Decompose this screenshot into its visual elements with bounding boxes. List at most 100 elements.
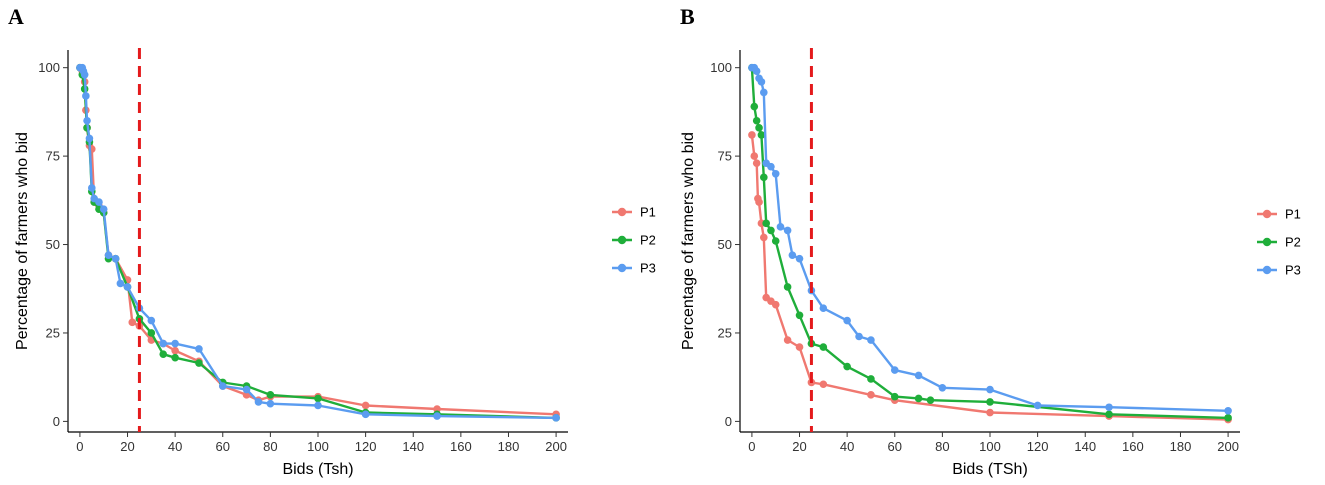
chart-0-y-tick-label: 50 <box>46 237 60 252</box>
chart-0-series-p2-point <box>266 391 275 399</box>
chart-0-series-p2-point <box>147 329 156 337</box>
chart-1-x-tick-label: 60 <box>888 439 902 454</box>
chart-0-series-p3-point <box>552 414 560 422</box>
chart-1-series-p2-point <box>752 116 761 125</box>
chart-0-series-p2-point <box>171 353 179 362</box>
chart-0-series-p3-point <box>123 283 132 291</box>
chart-0-series-p3-point <box>85 134 94 143</box>
chart-1-series-p2-point <box>750 102 759 111</box>
chart-1-series-p2-point <box>767 226 775 235</box>
chart-1-series-p2-point <box>914 394 923 403</box>
chart-1-series-p3-point <box>752 67 761 76</box>
chart-0-y-axis-title: Percentage of farmers who bid <box>14 132 31 350</box>
chart-1-series-p3-point <box>890 366 899 374</box>
panel-a: A 0 20 40 60 80 100 120 140 160 180 200 0 25 50 75 100 Bi… <box>8 4 656 478</box>
chart-1-x-tick-label: 0 <box>748 439 755 454</box>
chart-1-series-p2-point <box>755 124 763 132</box>
chart-0-series-p3-point <box>266 399 275 408</box>
chart-0-series-p3-point <box>254 398 263 406</box>
chart-1-series-p1-point <box>760 233 768 242</box>
chart-1-series-p2-point <box>819 343 828 351</box>
chart-0-series-p2-line <box>78 67 557 420</box>
chart-0-legend-marker-p2 <box>617 235 627 245</box>
chart-1-y-tick-label: 25 <box>718 325 732 340</box>
chart-0-y-tick-label: 75 <box>46 149 60 164</box>
chart-0-series-p3-line <box>79 66 557 420</box>
chart-1-x-tick-label: 80 <box>935 439 949 454</box>
chart-1-series-p3-point <box>776 223 785 231</box>
chart-1-x-tick-label: 160 <box>1122 439 1144 454</box>
chart-1-legend-marker-p3 <box>1262 265 1272 275</box>
chart-1-series-p1-point <box>986 408 994 417</box>
chart-1-series-p2-line <box>750 67 1229 420</box>
chart-1-series-p3-point <box>1224 406 1232 415</box>
chart-1-x-tick-label: 120 <box>1027 439 1049 454</box>
chart-0-legend-label-p2: P2 <box>640 233 656 248</box>
chart-1-x-tick-label: 100 <box>979 439 1001 454</box>
chart-1-series-p2-point <box>760 173 768 182</box>
chart-0-series-p1-point <box>128 318 137 327</box>
chart-1-series-p3-point <box>783 226 792 235</box>
chart-1-series-p3-point <box>938 383 947 392</box>
chart-1-series-p3-point <box>760 88 768 97</box>
chart-1-series-p3-point <box>788 251 797 259</box>
chart-1-series-p3-point <box>914 371 923 380</box>
chart-1-series-p3-point <box>843 316 851 325</box>
chart-0-series-p3-point <box>95 198 103 206</box>
chart-1-x-tick-label: 200 <box>1217 439 1239 454</box>
chart-0-x-tick-label: 100 <box>307 439 329 454</box>
chart-0-series-p3-point <box>82 92 90 100</box>
chart-0-legend-label-p3: P3 <box>640 261 656 276</box>
chart-0-x-tick-label: 80 <box>263 439 277 454</box>
chart-1-x-tick-label: 180 <box>1170 439 1192 454</box>
chart-1-legend-label-p2: P2 <box>1285 235 1301 250</box>
chart-0-series-p1-point <box>433 405 441 413</box>
chart-1-series-p1-point <box>771 300 780 309</box>
chart-1-series-p3-point <box>795 254 804 263</box>
chart-0-series-p1-line <box>78 67 557 416</box>
chart-0-series-p3-point <box>88 184 96 192</box>
chart-0-series-p2-point <box>314 394 322 403</box>
chart-1-series-p2-point <box>762 219 770 228</box>
chart-1-x-tick-label: 40 <box>840 439 854 454</box>
chart-1-x-axis-title: Bids (TSh) <box>952 461 1028 478</box>
chart-0-series-p3-point <box>116 279 125 288</box>
chart-0-legend-label-p1: P1 <box>640 205 656 220</box>
chart-1-series-p1-point <box>755 198 763 206</box>
chart-1-series-p2-point <box>986 398 994 406</box>
chart-1-series-p1-line <box>750 134 1229 421</box>
chart-1-series-p1-point <box>750 152 759 160</box>
chart-1-y-tick-label: 75 <box>718 149 732 164</box>
chart-0-x-tick-label: 120 <box>355 439 377 454</box>
chart-1-series-p1-point <box>783 336 792 344</box>
chart-1-series-p2-point <box>757 131 766 139</box>
chart-0-legend-marker-p3 <box>617 263 627 273</box>
chart-0-series-p3-point <box>147 316 156 325</box>
chart-1-series-p2-point <box>783 283 792 291</box>
chart-0-series-p3-point <box>99 205 108 213</box>
chart-0-series-p3-point <box>104 251 113 259</box>
chart-0-series-p3-point <box>242 385 251 394</box>
chart-0-series-p2-point <box>195 359 203 367</box>
chart-0-series-p3-point <box>218 382 227 390</box>
chart-0-x-tick-label: 20 <box>120 439 134 454</box>
chart-0-series-p3-point <box>83 116 91 125</box>
chart-1-y-tick-label: 50 <box>718 237 732 252</box>
chart-1-x-tick-label: 20 <box>792 439 806 454</box>
chart-0-y-tick-label: 0 <box>53 414 60 429</box>
chart-1-series-p2-point <box>1224 414 1232 422</box>
chart-1-series-p1-point <box>867 391 875 399</box>
chart-1-series-p1-point <box>752 159 761 167</box>
chart-1-series-p3-point <box>867 336 875 344</box>
chart-1-series-p2-point <box>771 237 780 245</box>
chart-1-series-p2-point <box>795 311 804 320</box>
chart-0-x-tick-label: 60 <box>216 439 230 454</box>
chart-0-panel-label: A <box>8 4 24 29</box>
chart-1-y-tick-label: 0 <box>725 414 732 429</box>
chart-1-series-p2-point <box>926 396 935 404</box>
chart-0-series-p3-point <box>80 70 89 79</box>
chart-1-series-p3-point <box>1033 401 1042 410</box>
chart-1-legend-marker-p2 <box>1262 237 1272 247</box>
chart-1-series-p3-line <box>751 66 1229 412</box>
